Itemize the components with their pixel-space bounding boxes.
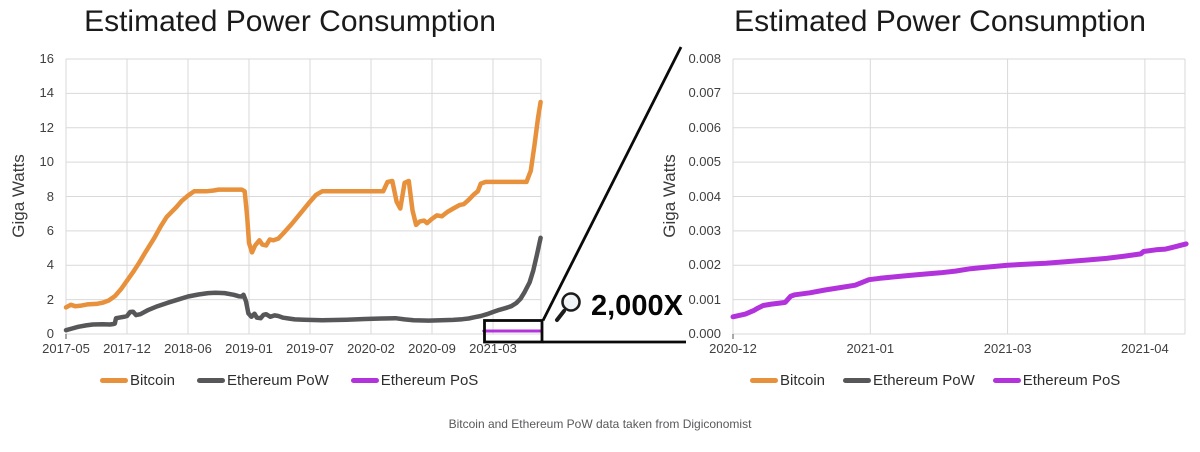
y-tick-label: 0.003 [688,222,721,238]
legend-swatch [350,377,379,383]
y-tick-label: 6 [46,222,54,238]
y-tick-label: 0.008 [688,51,721,66]
x-tick-label: 2020-09 [408,341,456,356]
right-chart-legend: Bitcoin Ethereum PoW Ethereum PoS [750,371,1120,389]
x-tick-label: 2021-01 [846,341,895,356]
magnifying-glass-icon [555,292,581,322]
x-tick-label: 2020-02 [347,341,395,356]
x-tick-label: 2017-12 [103,341,151,356]
x-tick-label: 2019-07 [286,341,334,356]
y-tick-label: 4 [46,257,54,273]
x-tick-label: 2021-04 [1121,341,1169,356]
y-tick-label: 0.001 [688,291,721,307]
y-tick-label: 10 [39,154,54,170]
y-tick-label: 0.006 [688,119,721,135]
source-caption: Bitcoin and Ethereum PoW data taken from… [448,417,752,431]
zoom-region-box [483,319,544,344]
legend-item-ethereum-pos: Ethereum PoS [992,371,1121,389]
ethereum-pos-line [730,241,1189,320]
y-tick-label: 12 [39,119,54,135]
zoom-connector-line-top [541,46,683,322]
legend-item-ethereum-pos: Ethereum PoS [350,371,479,389]
y-tick-label: 8 [46,188,54,204]
y-tick-label: 0.007 [688,85,721,101]
y-tick-label: 0.004 [688,188,721,204]
legend-swatch [197,377,226,383]
legend-label: Bitcoin [130,371,176,389]
y-tick-label: 14 [39,85,54,101]
legend-label: Bitcoin [780,371,826,389]
legend-swatch [750,377,778,383]
x-tick-label: 2018-06 [164,341,212,356]
bitcoin-line [63,99,543,310]
y-tick-label: 0.002 [688,257,721,273]
x-tick-label: 2019-01 [225,341,273,356]
x-tick-label: 2017-05 [42,341,90,356]
left-chart-title: Estimated Power Consumption [84,5,496,38]
legend-item-ethereum-pow: Ethereum PoW [843,372,975,389]
legend-label: Ethereum PoW [227,371,329,389]
y-tick-label: 0.005 [688,154,721,170]
legend-swatch [992,377,1021,383]
x-tick-label: 2021-03 [983,341,1032,356]
legend-item-bitcoin: Bitcoin [100,372,175,389]
legend-item-bitcoin: Bitcoin [750,372,825,389]
x-tick-label: 2021-03 [469,341,517,356]
left-chart-legend: Bitcoin Ethereum PoW Ethereum PoS [100,371,478,389]
ethereum-pow-line [63,235,543,333]
zoom-callout: 2,000X [552,288,683,324]
x-tick-label: 2020-12 [709,341,757,356]
legend-swatch [100,377,128,383]
y-tick-label: 0 [46,326,54,341]
right-chart-title: Estimated Power Consumption [734,5,1146,38]
legend-label: Ethereum PoW [873,371,975,389]
y-tick-label: 2 [46,291,54,307]
y-tick-label: 0.000 [688,326,721,341]
legend-item-ethereum-pow: Ethereum PoW [197,372,329,389]
zoom-factor-label: 2,000X [591,289,683,322]
legend-swatch [843,377,872,383]
y-tick-label: 16 [39,51,54,66]
legend-label: Ethereum PoS [380,371,479,389]
legend-label: Ethereum PoS [1022,371,1121,389]
